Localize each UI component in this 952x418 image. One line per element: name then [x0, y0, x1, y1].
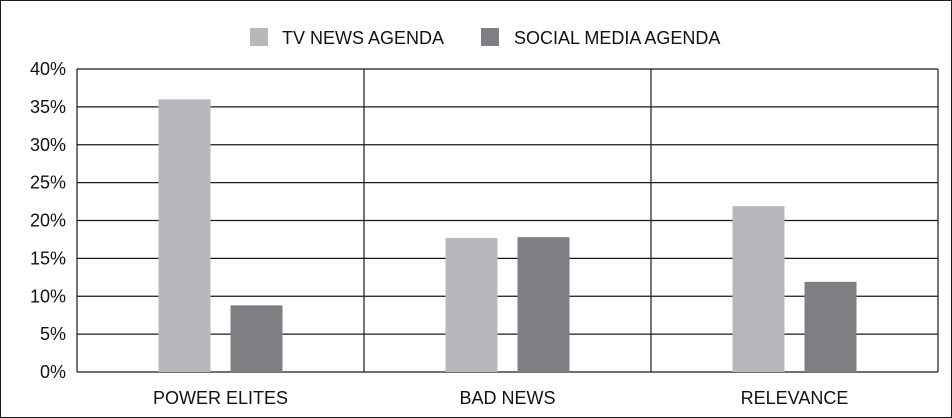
grid — [76, 68, 939, 373]
legend-swatch-tv-news — [250, 28, 268, 46]
bar — [230, 305, 283, 372]
y-tick-label: 0% — [40, 362, 66, 382]
bar — [732, 206, 785, 372]
x-axis-ticks: POWER ELITES BAD NEWS RELEVANCE — [153, 388, 848, 408]
x-tick-label: RELEVANCE — [741, 388, 849, 408]
y-tick-label: 5% — [40, 324, 66, 344]
legend-swatch-social-media — [481, 28, 499, 46]
y-tick-label: 30% — [30, 135, 66, 155]
y-tick-label: 15% — [30, 248, 66, 268]
y-axis-ticks: 0% 5% 10% 15% 20% 25% 30% 35% 40% — [30, 59, 66, 382]
y-tick-label: 10% — [30, 286, 66, 306]
legend: TV NEWS AGENDA SOCIAL MEDIA AGENDA — [250, 28, 720, 48]
legend-label-tv-news: TV NEWS AGENDA — [282, 28, 444, 48]
bars — [158, 99, 857, 373]
bar — [804, 281, 857, 372]
legend-label-social-media: SOCIAL MEDIA AGENDA — [514, 28, 720, 48]
y-tick-label: 40% — [30, 59, 66, 79]
y-tick-label: 35% — [30, 97, 66, 117]
x-tick-label: BAD NEWS — [459, 388, 555, 408]
x-tick-label: POWER ELITES — [153, 388, 288, 408]
bar — [445, 237, 498, 372]
y-tick-label: 25% — [30, 173, 66, 193]
bar — [517, 237, 570, 372]
bar — [158, 99, 211, 373]
y-tick-label: 20% — [30, 211, 66, 231]
